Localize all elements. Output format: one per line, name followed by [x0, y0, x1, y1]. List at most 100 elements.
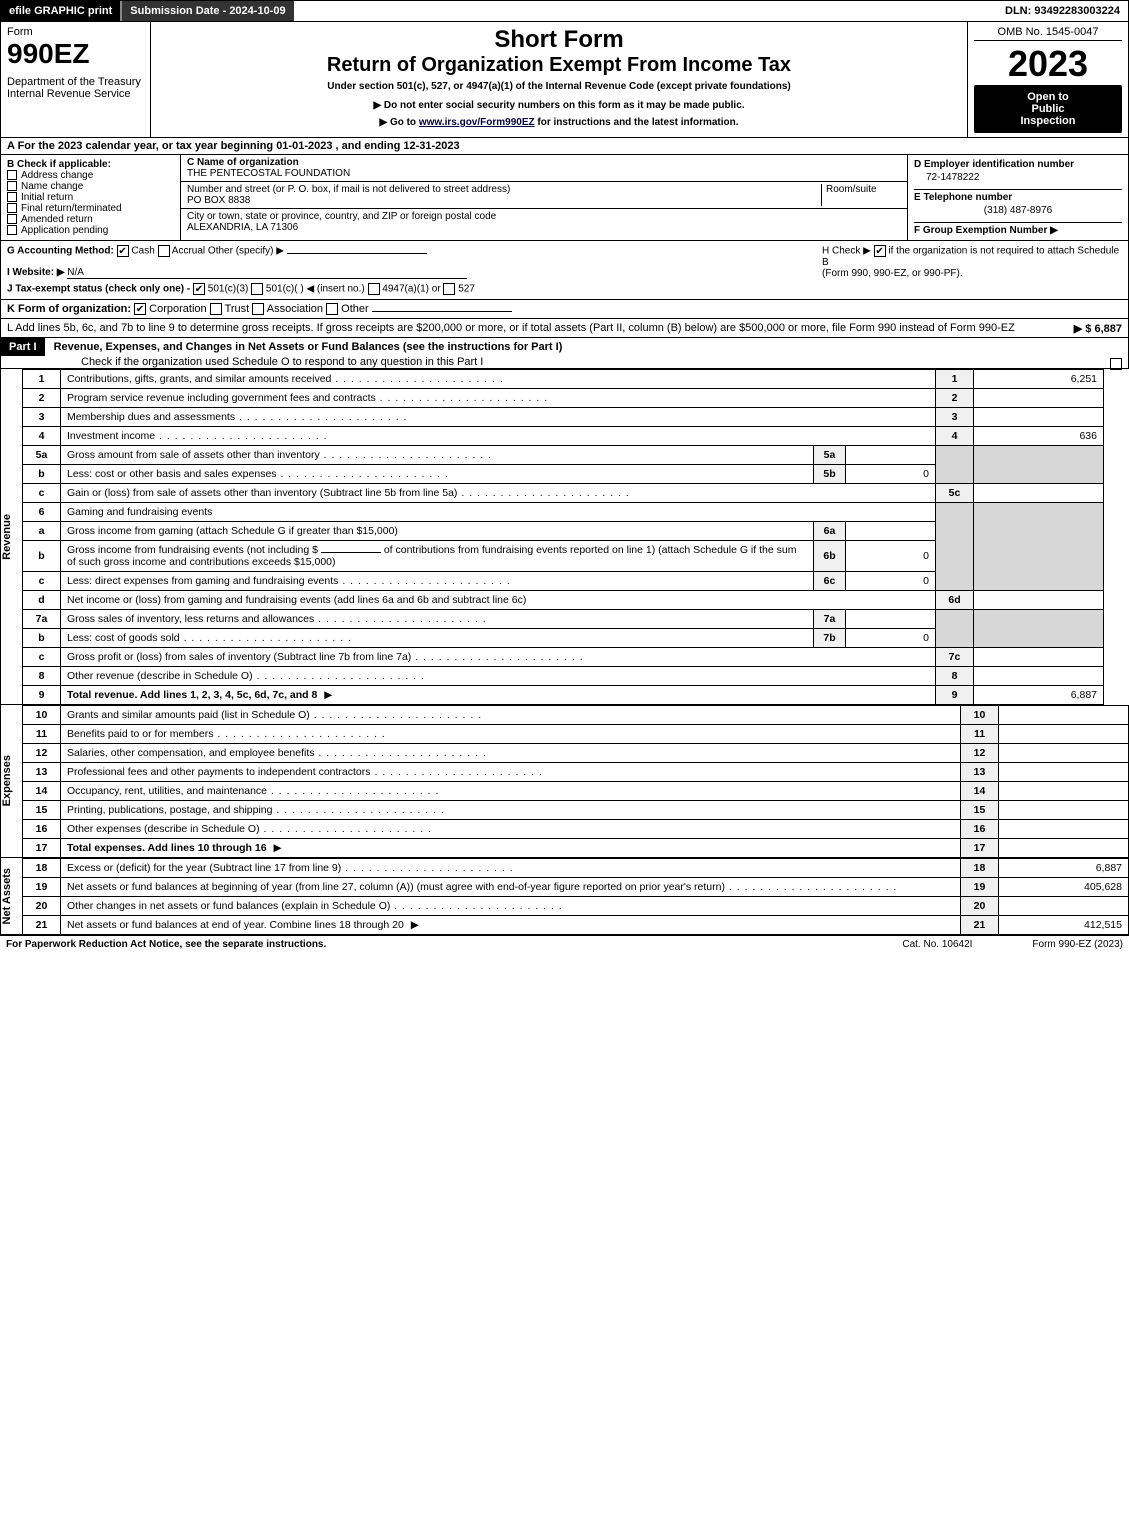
other-label: Other (specify) ▶ [208, 246, 284, 257]
l4-amt: 636 [974, 427, 1104, 446]
b-item-1[interactable]: Name change [7, 181, 174, 192]
f-group-label: F Group Exemption Number ▶ [914, 222, 1122, 236]
k-other-checkbox[interactable] [326, 303, 338, 315]
j-4947-checkbox[interactable] [368, 283, 380, 295]
dept-label: Department of the Treasury [7, 76, 144, 88]
j-501c-checkbox[interactable] [251, 283, 263, 295]
l6b-sub: 6b [814, 541, 846, 572]
b-item-5[interactable]: Application pending [7, 225, 174, 236]
line-13: 13Professional fees and other payments t… [23, 763, 1129, 782]
cash-checkbox[interactable]: ✔ [117, 245, 129, 257]
line-12: 12Salaries, other compensation, and empl… [23, 744, 1129, 763]
part1-title: Revenue, Expenses, and Changes in Net As… [48, 339, 569, 355]
l19-rnum: 19 [961, 878, 999, 897]
l5c-desc: Gain or (loss) from sale of assets other… [61, 484, 936, 503]
l7a-sv [846, 610, 936, 629]
l21-amt: 412,515 [999, 916, 1129, 935]
open-2: Public [980, 103, 1116, 115]
l21-desc: Net assets or fund balances at end of ye… [61, 916, 961, 935]
main-title: Return of Organization Exempt From Incom… [157, 54, 961, 77]
l5a-sub: 5a [814, 446, 846, 465]
j-527-checkbox[interactable] [443, 283, 455, 295]
k-trust: Trust [225, 303, 250, 315]
l14-amt [999, 782, 1129, 801]
l6c-desc: Less: direct expenses from gaming and fu… [61, 572, 814, 591]
j-527: 527 [458, 284, 475, 295]
irs-link[interactable]: www.irs.gov/Form990EZ [419, 117, 535, 128]
l5a-num: 5a [23, 446, 61, 465]
k-trust-checkbox[interactable] [210, 303, 222, 315]
shade-6 [936, 503, 974, 591]
line-17: 17Total expenses. Add lines 10 through 1… [23, 839, 1129, 858]
h-checkbox[interactable]: ✔ [874, 245, 886, 257]
line-11: 11Benefits paid to or for members11 [23, 725, 1129, 744]
l6a-desc: Gross income from gaming (attach Schedul… [61, 522, 814, 541]
b-label-3: Final return/terminated [21, 203, 122, 214]
line-3: 3Membership dues and assessments3 [23, 408, 1104, 427]
checkbox-icon[interactable] [7, 181, 17, 191]
efile-label[interactable]: efile GRAPHIC print [1, 1, 120, 21]
l1-desc: Contributions, gifts, grants, and simila… [61, 370, 936, 389]
accrual-checkbox[interactable] [158, 245, 170, 257]
revenue-label: Revenue [1, 514, 22, 560]
b-label-4: Amended return [21, 214, 93, 225]
b-item-3[interactable]: Final return/terminated [7, 203, 174, 214]
checkbox-icon[interactable] [7, 170, 17, 180]
l10-rnum: 10 [961, 706, 999, 725]
ein-value: 72-1478222 [914, 170, 1122, 189]
l7a-num: 7a [23, 610, 61, 629]
expenses-sidebar: Expenses [0, 705, 22, 858]
l14-rnum: 14 [961, 782, 999, 801]
l19-num: 19 [23, 878, 61, 897]
form-number: 990EZ [7, 38, 144, 70]
l14-desc: Occupancy, rent, utilities, and maintena… [61, 782, 961, 801]
l11-rnum: 11 [961, 725, 999, 744]
l9-desc: Total revenue. Add lines 1, 2, 3, 4, 5c,… [61, 686, 936, 705]
checkbox-icon[interactable] [7, 192, 17, 202]
l5c-rnum: 5c [936, 484, 974, 503]
part1-checkbox[interactable] [1110, 358, 1122, 370]
l3-rnum: 3 [936, 408, 974, 427]
j-501c3-checkbox[interactable]: ✔ [193, 283, 205, 295]
l13-num: 13 [23, 763, 61, 782]
c-addr-row: Number and street (or P. O. box, if mail… [181, 182, 907, 209]
l2-rnum: 2 [936, 389, 974, 408]
header-right: OMB No. 1545-0047 2023 Open to Public In… [968, 22, 1128, 137]
k-assoc-checkbox[interactable] [252, 303, 264, 315]
arrow-icon [269, 842, 285, 854]
l6b-blank[interactable] [321, 552, 381, 553]
k-corp-checkbox[interactable]: ✔ [134, 303, 146, 315]
c-name-row: C Name of organization THE PENTECOSTAL F… [181, 155, 907, 182]
top-bar: efile GRAPHIC print Submission Date - 20… [0, 0, 1129, 22]
netassets-table: 18Excess or (deficit) for the year (Subt… [22, 858, 1129, 935]
l18-num: 18 [23, 859, 61, 878]
l2-num: 2 [23, 389, 61, 408]
other-input[interactable] [287, 253, 427, 254]
checkbox-icon[interactable] [7, 225, 17, 235]
checkbox-icon[interactable] [7, 214, 17, 224]
l6b-sv: 0 [846, 541, 936, 572]
l6b-num: b [23, 541, 61, 572]
b-item-4[interactable]: Amended return [7, 214, 174, 225]
l6c-num: c [23, 572, 61, 591]
l-text: L Add lines 5b, 6c, and 7b to line 9 to … [7, 322, 1015, 334]
b-item-0[interactable]: Address change [7, 170, 174, 181]
l15-desc: Printing, publications, postage, and shi… [61, 801, 961, 820]
l2-desc: Program service revenue including govern… [61, 389, 936, 408]
l7c-num: c [23, 648, 61, 667]
netassets-sidebar: Net Assets [0, 858, 22, 935]
line-19: 19Net assets or fund balances at beginni… [23, 878, 1129, 897]
l18-amt: 6,887 [999, 859, 1129, 878]
line-16: 16Other expenses (describe in Schedule O… [23, 820, 1129, 839]
page-footer: For Paperwork Reduction Act Notice, see … [0, 935, 1129, 953]
b-item-2[interactable]: Initial return [7, 192, 174, 203]
line-10: 10Grants and similar amounts paid (list … [23, 706, 1129, 725]
block-bcd: B Check if applicable: Address change Na… [0, 155, 1129, 241]
checkbox-icon[interactable] [7, 203, 17, 213]
l6b-desc: Gross income from fundraising events (no… [61, 541, 814, 572]
l5b-num: b [23, 465, 61, 484]
k-other-input[interactable] [372, 311, 512, 312]
l17-num: 17 [23, 839, 61, 858]
revenue-block: Revenue 1Contributions, gifts, grants, a… [0, 369, 1104, 705]
shade-6b [974, 503, 1104, 591]
